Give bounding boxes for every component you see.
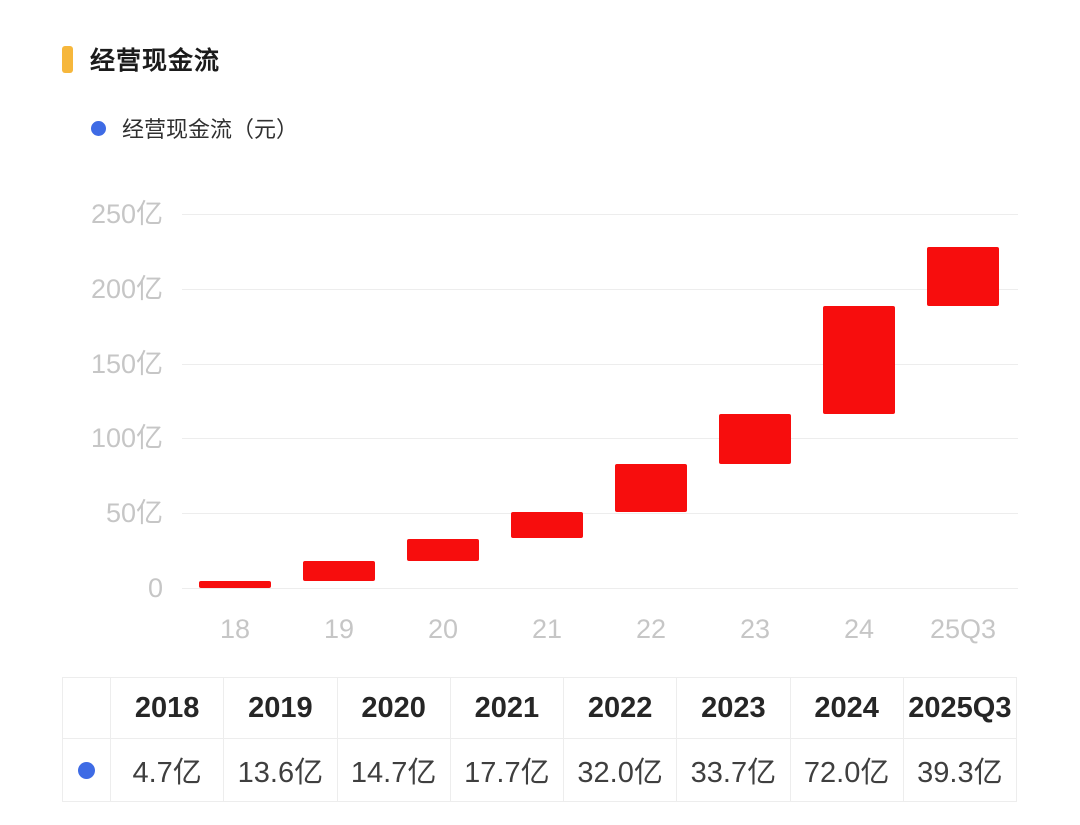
table-header-2024: 2024 — [790, 678, 903, 738]
x-axis-tick-label-22: 22 — [635, 614, 667, 644]
waterfall-bar-25Q3[interactable] — [927, 247, 999, 306]
table-header-2021: 2021 — [450, 678, 563, 738]
table-value-2018: 4.7亿 — [111, 739, 224, 801]
y-axis-tick-label: 150亿 — [90, 349, 163, 379]
table-value-2021: 17.7亿 — [450, 739, 563, 801]
table-corner-cell — [63, 678, 110, 738]
table-series-dot-cell — [63, 739, 110, 801]
legend-dot-icon — [91, 120, 106, 136]
legend-label: 经营现金流（元） — [122, 117, 299, 142]
waterfall-bar-20[interactable] — [407, 539, 479, 561]
table-value-2024: 72.0亿 — [790, 739, 903, 801]
x-axis-tick-label-18: 18 — [219, 614, 251, 644]
gridline-0 — [182, 588, 1018, 589]
title-accent-bar — [62, 45, 73, 73]
gridline-100 — [182, 438, 1018, 439]
table-header-2018: 2018 — [111, 678, 224, 738]
table-value-2020: 14.7亿 — [337, 739, 450, 801]
x-axis-tick-label-20: 20 — [427, 614, 459, 644]
y-axis-tick-label: 200亿 — [90, 274, 163, 304]
waterfall-bar-22[interactable] — [615, 464, 687, 512]
x-axis-tick-label-25Q3: 25Q3 — [929, 614, 997, 644]
waterfall-bar-21[interactable] — [511, 512, 583, 538]
x-axis-tick-label-21: 21 — [531, 614, 563, 644]
table-value-2019: 13.6亿 — [224, 739, 337, 801]
gridline-150 — [182, 364, 1018, 365]
table-header-2019: 2019 — [224, 678, 337, 738]
legend-item-operating-cash-flow[interactable]: 经营现金流（元） — [91, 112, 298, 144]
table-value-2022: 32.0亿 — [564, 739, 677, 801]
table-value-2023: 33.7亿 — [677, 739, 790, 801]
y-axis-tick-label: 100亿 — [90, 423, 163, 453]
waterfall-bar-18[interactable] — [199, 581, 271, 588]
y-axis-tick-label: 250亿 — [90, 199, 163, 229]
gridline-200 — [182, 289, 1018, 290]
waterfall-bar-24[interactable] — [823, 306, 895, 414]
y-axis-tick-label: 0 — [147, 573, 163, 603]
y-axis-tick-label: 50亿 — [105, 498, 163, 528]
cash-flow-data-table: 2018 2019 2020 2021 2022 2023 2024 2025Q3 4.7亿 13… — [62, 677, 1017, 802]
waterfall-bar-23[interactable] — [719, 414, 791, 464]
x-axis-tick-label-19: 19 — [323, 614, 355, 644]
waterfall-bar-19[interactable] — [303, 561, 375, 581]
table-header-2025Q3: 2025Q3 — [903, 678, 1016, 738]
gridline-50 — [182, 513, 1018, 514]
table-header-2020: 2020 — [337, 678, 450, 738]
table-value-2025Q3: 39.3亿 — [903, 739, 1016, 801]
table-header-2022: 2022 — [564, 678, 677, 738]
series-dot-icon — [78, 761, 95, 779]
page-title: 经营现金流 — [90, 47, 221, 75]
section-title: 经营现金流 — [62, 41, 220, 77]
gridline-250 — [182, 214, 1018, 215]
table-header-2023: 2023 — [677, 678, 790, 738]
x-axis-tick-label-23: 23 — [739, 614, 771, 644]
x-axis-tick-label-24: 24 — [843, 614, 875, 644]
